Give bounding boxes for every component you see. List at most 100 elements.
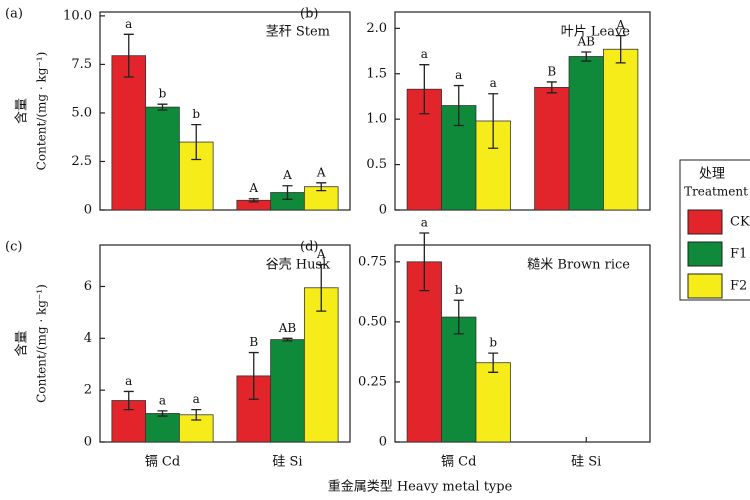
x-tick-label: 镉 Cd [145,454,180,470]
y-tick-label: 2.0 [366,21,387,36]
y-tick-label: 0.25 [358,374,387,389]
error-bar [419,64,430,115]
significance-label: A [615,18,625,32]
significance-label: b [489,336,497,350]
significance-label: a [125,17,132,31]
y-tick-label: 10.0 [63,8,92,23]
bar [441,316,477,443]
error-bar [123,390,134,411]
legend-label: CK [730,215,750,230]
bar [603,48,639,211]
error-bar [488,93,499,149]
legend-swatch [687,209,723,235]
y-axis-label: 含量 [14,330,30,356]
error-bar [453,84,464,127]
plot-frame [99,11,351,211]
y-tick-label: 0 [379,435,387,450]
significance-label: a [193,392,200,406]
error-bar [453,299,464,335]
significance-label: a [159,393,166,407]
error-bar [316,263,327,312]
legend-swatch [687,273,723,299]
legend-label: F2 [730,279,747,294]
significance-label: a [490,76,497,90]
error-bar [123,33,134,78]
bar [568,56,604,211]
significance-label: AB [577,34,596,48]
y-tick-label: 0.50 [358,314,387,329]
error-bar [248,198,259,203]
significance-label: a [421,47,428,61]
panel-label: (d) [300,240,318,255]
bar [178,141,214,211]
legend-title: Treatment [684,185,748,199]
bar [475,362,511,443]
legend-swatch [687,241,723,267]
panel-title: 叶片 Leave [561,25,631,40]
significance-label: B [547,64,556,78]
y-axis-label: Content/(mg · kg⁻¹) [35,284,49,403]
significance-label: b [192,107,200,121]
error-bar [282,337,293,342]
y-tick-label: 0.75 [358,254,387,269]
bar [303,287,339,443]
bar [270,339,305,443]
panel-title: 茎秆 Stem [266,25,330,40]
bar [534,86,570,211]
y-tick-label: 0 [84,435,92,450]
y-tick-label: 2 [84,383,92,398]
significance-label: a [125,374,132,388]
error-bar [488,352,499,373]
error-bar [282,185,293,200]
error-bar [191,123,202,161]
error-bar [157,410,168,417]
significance-label: A [248,181,258,195]
error-bar [546,81,557,94]
bar [145,106,180,211]
y-tick-label: 7.5 [71,57,92,72]
x-tick-label: 硅 Si [272,455,302,470]
error-bar [419,232,430,292]
panel-label: (b) [300,7,318,22]
error-bar [581,51,592,62]
panel-label: (c) [5,240,22,255]
y-tick-label: 0 [379,203,387,218]
x-axis-label: 重金属类型 Heavy metal type [328,479,513,495]
significance-label: A [316,165,326,179]
plot-frame [99,244,351,443]
x-tick-label: 硅 Si [571,455,601,470]
significance-label: A [282,168,292,182]
bar [145,413,180,443]
y-tick-label: 4 [84,331,92,346]
significance-label: b [159,87,167,101]
error-bar [316,182,327,192]
significance-label: b [455,283,463,297]
plot-frame [394,244,651,443]
panel-title: 谷壳 Husk [266,258,331,273]
x-tick-label: 镉 Cd [441,454,476,470]
error-bar [248,351,259,400]
significance-label: a [421,215,428,229]
y-tick-label: 6 [84,279,92,294]
y-tick-label: 1.0 [366,112,387,127]
panel-title: 糙米 Brown rice [527,258,630,273]
y-tick-label: 2.5 [71,154,92,169]
legend-title: 处理 [699,167,725,182]
error-bar [157,103,168,111]
panel-label: (a) [5,7,23,22]
significance-label: A [316,247,326,261]
significance-label: B [249,335,258,349]
y-tick-label: 0 [84,203,92,218]
y-tick-label: 1.5 [366,66,387,81]
y-axis-label: 含量 [14,98,30,124]
y-tick-label: 0.5 [366,157,387,172]
plot-frame [394,11,651,211]
y-tick-label: 5.0 [71,105,92,120]
legend-label: F1 [730,247,747,262]
y-axis-label: Content/(mg · kg⁻¹) [35,52,49,171]
significance-label: a [455,68,462,82]
significance-label: AB [278,321,297,335]
error-bar [615,34,626,64]
error-bar [191,408,202,421]
